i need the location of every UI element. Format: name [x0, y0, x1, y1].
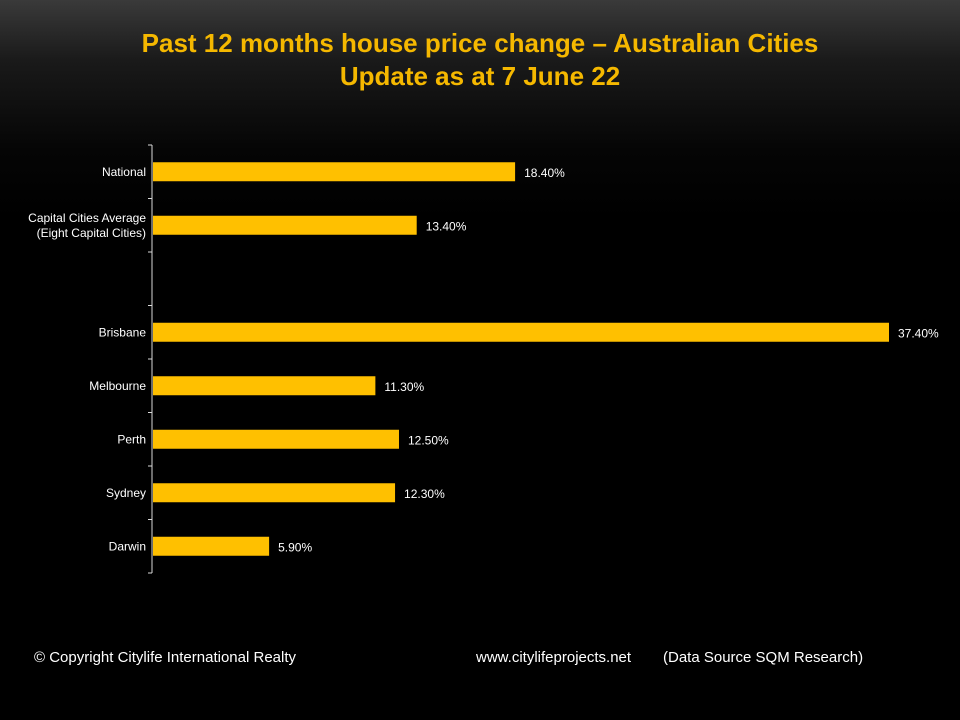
- category-label-line: Perth: [117, 432, 146, 446]
- bar: [153, 429, 399, 449]
- data-label: 12.50%: [408, 433, 449, 447]
- data-label: 13.40%: [426, 219, 467, 233]
- category-label: Perth: [117, 432, 146, 446]
- category-label: Darwin: [109, 539, 146, 553]
- category-label: Sydney: [106, 486, 146, 500]
- chart-title: Past 12 months house price change – Aust…: [0, 27, 960, 93]
- data-label: 18.40%: [524, 166, 565, 180]
- data-label: 5.90%: [278, 540, 312, 554]
- category-label-line: Darwin: [109, 539, 146, 553]
- bar: [153, 376, 376, 396]
- bar: [153, 483, 396, 503]
- bar: [153, 162, 516, 182]
- data-label: 37.40%: [898, 326, 939, 340]
- data-label: 11.30%: [384, 380, 424, 394]
- website-link[interactable]: www.citylifeprojects.net: [476, 649, 632, 666]
- bar: [153, 322, 889, 342]
- category-label-line: Capital Cities Average: [28, 211, 146, 225]
- category-label: National: [102, 165, 146, 179]
- category-label-line: Brisbane: [99, 325, 147, 339]
- bar: [153, 536, 270, 556]
- category-label-line: Melbourne: [89, 379, 146, 393]
- category-label-line: National: [102, 165, 146, 179]
- category-label: Capital Cities Average (Eight Capital Cit…: [28, 211, 146, 240]
- category-label-line: (Eight Capital Cities): [37, 226, 146, 240]
- category-label: Melbourne: [89, 379, 146, 393]
- category-label: Brisbane: [99, 325, 147, 339]
- title-line-1: Past 12 months house price change – Aust…: [141, 28, 819, 58]
- copyright-text: © Copyright Citylife International Realt…: [34, 649, 297, 666]
- category-label-line: Sydney: [106, 486, 146, 500]
- data-source-text: (Data Source SQM Research): [663, 649, 864, 666]
- bar: [153, 215, 417, 235]
- title-line-2: Update as at 7 June 22: [339, 61, 621, 91]
- data-label: 12.30%: [404, 487, 445, 501]
